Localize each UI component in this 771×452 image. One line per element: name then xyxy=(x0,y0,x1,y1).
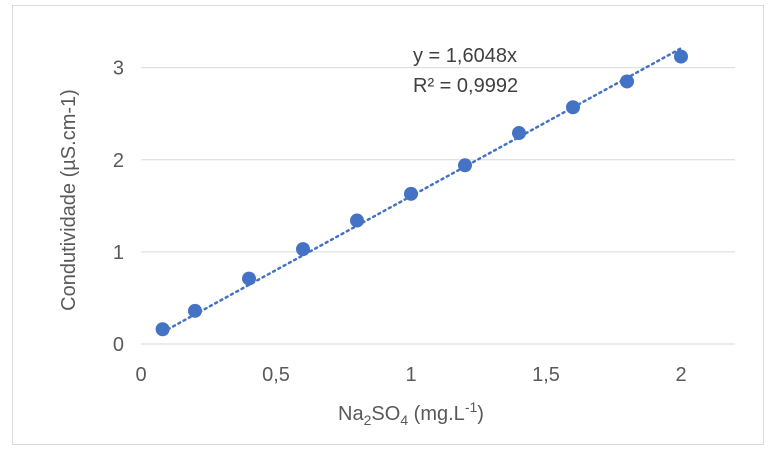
x-tick-label: 0 xyxy=(135,364,146,386)
x-axis-title-sub2: 4 xyxy=(400,412,408,428)
gridlines xyxy=(141,67,735,345)
data-point xyxy=(404,186,418,201)
y-tick-label: 3 xyxy=(113,58,124,80)
y-tick-label: 0 xyxy=(113,334,124,356)
data-points xyxy=(155,49,688,337)
y-tick-labels: 0 1 2 3 xyxy=(113,58,124,356)
data-point xyxy=(566,100,580,115)
x-tick-label: 1 xyxy=(405,364,416,386)
data-point xyxy=(350,213,364,228)
trendline-r-squared: R² = 0,9992 xyxy=(413,75,518,97)
data-point xyxy=(155,322,170,337)
y-tick-label: 2 xyxy=(113,150,124,172)
x-axis-title-main: Na xyxy=(338,403,364,425)
x-tick-label: 1,5 xyxy=(532,364,560,386)
x-tick-label: 2 xyxy=(675,364,686,386)
data-point xyxy=(188,303,202,318)
y-axis-title: Condutividade (µS.cm-1) xyxy=(58,89,80,311)
y-tick-label: 1 xyxy=(113,242,124,264)
x-axis-title-mid: SO xyxy=(371,403,400,425)
data-point xyxy=(242,271,256,286)
data-point xyxy=(620,74,634,89)
x-axis-title-tail: (mg.L xyxy=(408,403,465,425)
x-tick-label: 0,5 xyxy=(262,364,290,386)
x-tick-labels: 0 0,5 1 1,5 2 xyxy=(135,364,686,386)
x-axis-title-end: ) xyxy=(477,403,484,425)
chart-area xyxy=(12,5,764,445)
x-axis-title-sub1: 2 xyxy=(364,412,372,428)
data-point xyxy=(296,242,310,257)
data-point xyxy=(512,126,526,141)
trendline-equation: y = 1,6048x xyxy=(413,45,517,67)
x-axis-title: Na2SO4 (mg.L-1) xyxy=(338,399,484,428)
x-axis-title-sup: -1 xyxy=(465,399,478,415)
data-point xyxy=(458,158,472,173)
data-point xyxy=(674,49,688,64)
